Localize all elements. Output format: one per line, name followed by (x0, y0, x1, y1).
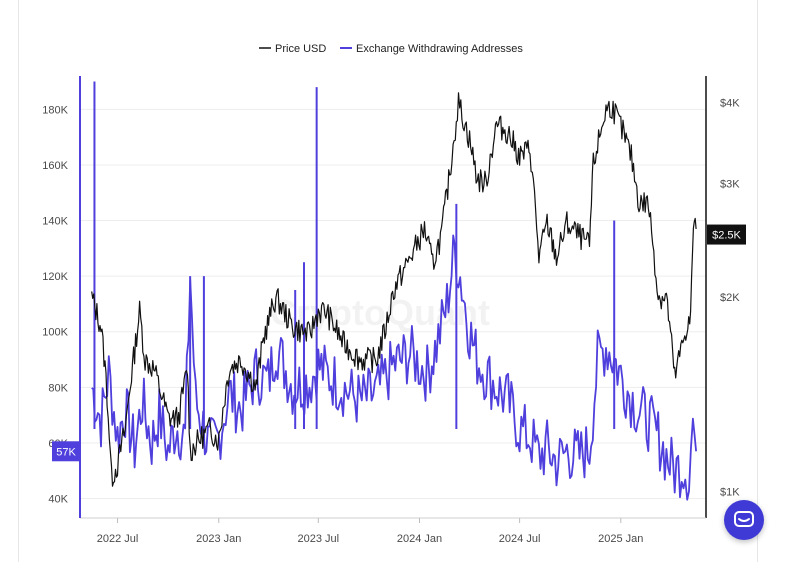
left-tick-label: 160K (42, 160, 68, 172)
x-tick-label: 2023 Jan (196, 533, 241, 545)
withdrawing-current-badge (52, 441, 80, 462)
x-tick-label: 2024 Jul (499, 533, 541, 545)
left-tick-label: 80K (48, 382, 68, 394)
left-tick-label: 100K (42, 327, 68, 339)
x-tick-label: 2022 Jul (97, 533, 139, 545)
price-current-badge (707, 224, 746, 245)
right-axis: $1K $2K $3K $4K (705, 76, 740, 518)
legend-label-withdrawing[interactable]: Exchange Withdrawing Addresses (356, 43, 523, 55)
right-tick-label: $3K (720, 178, 740, 190)
series-price-usd (91, 92, 697, 487)
chat-icon (734, 511, 754, 527)
withdrawing-addresses-line (91, 234, 697, 501)
price-current-label: $2.5K (712, 230, 741, 242)
left-tick-label: 40K (48, 494, 68, 506)
x-tick-label: 2024 Jan (397, 533, 442, 545)
withdrawing-current-label: 57K (56, 446, 76, 458)
x-tick-label: 2023 Jul (298, 533, 340, 545)
value-badges: $2.5K 57K (52, 224, 746, 462)
legend-label-price[interactable]: Price USD (275, 43, 326, 55)
right-page-edge (757, 0, 758, 562)
right-tick-label: $2K (720, 292, 740, 304)
x-axis: 2022 Jul 2023 Jan 2023 Jul 2024 Jan 2024 Jul… (80, 517, 706, 545)
chat-button[interactable] (724, 500, 764, 540)
legend[interactable]: Price USD Exchange Withdrawing Addresses (259, 43, 523, 55)
left-tick-label: 120K (42, 271, 68, 283)
left-tick-label: 140K (42, 216, 68, 228)
right-tick-label: $4K (720, 98, 740, 110)
left-tick-label: 180K (42, 104, 68, 116)
x-tick-label: 2025 Jan (598, 533, 643, 545)
right-tick-label: $1K (720, 487, 740, 499)
grid-lines (80, 108, 706, 500)
left-page-edge (18, 0, 19, 562)
price-usd-line (91, 92, 697, 487)
